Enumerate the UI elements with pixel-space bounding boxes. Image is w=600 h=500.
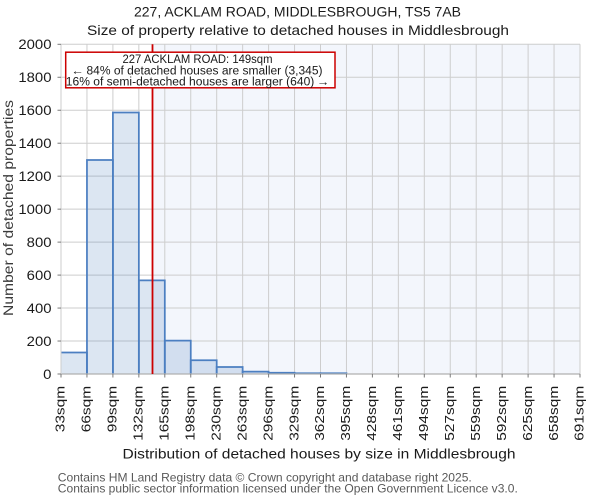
svg-text:Contains HM Land Registry data: Contains HM Land Registry data © Crown c… <box>58 470 472 484</box>
svg-text:395sqm: 395sqm <box>338 386 353 441</box>
svg-text:691sqm: 691sqm <box>572 386 587 441</box>
svg-text:Distribution of detached house: Distribution of detached houses by size … <box>123 446 516 462</box>
svg-text:461sqm: 461sqm <box>390 386 405 441</box>
svg-text:296sqm: 296sqm <box>260 386 275 441</box>
svg-text:1000: 1000 <box>18 202 51 217</box>
svg-text:1600: 1600 <box>18 103 51 118</box>
svg-text:329sqm: 329sqm <box>286 386 301 441</box>
svg-text:198sqm: 198sqm <box>182 386 197 441</box>
svg-text:362sqm: 362sqm <box>312 386 327 441</box>
svg-text:→: → <box>317 74 330 88</box>
svg-text:559sqm: 559sqm <box>468 386 483 441</box>
svg-text:84% of detached houses are sma: 84% of detached houses are smaller (3,34… <box>87 65 323 77</box>
svg-text:527sqm: 527sqm <box>442 386 457 441</box>
svg-text:227 ACKLAM ROAD: 149sqm: 227 ACKLAM ROAD: 149sqm <box>123 54 273 66</box>
svg-text:1200: 1200 <box>18 169 51 184</box>
svg-text:2000: 2000 <box>18 37 51 52</box>
svg-text:230sqm: 230sqm <box>208 386 223 441</box>
svg-text:16% of semi-detached houses ar: 16% of semi-detached houses are larger (… <box>66 76 315 88</box>
svg-text:1800: 1800 <box>18 70 51 85</box>
svg-text:165sqm: 165sqm <box>157 386 172 441</box>
svg-text:99sqm: 99sqm <box>105 386 120 433</box>
svg-text:600: 600 <box>27 268 52 283</box>
svg-text:800: 800 <box>27 235 52 250</box>
svg-text:←: ← <box>71 63 84 77</box>
svg-text:66sqm: 66sqm <box>79 386 94 433</box>
svg-text:Number of detached properties: Number of detached properties <box>1 100 16 316</box>
svg-text:400: 400 <box>27 301 52 316</box>
svg-text:Size of property relative to d: Size of property relative to detached ho… <box>87 22 509 38</box>
svg-text:494sqm: 494sqm <box>416 386 431 441</box>
svg-text:263sqm: 263sqm <box>234 386 249 441</box>
svg-text:428sqm: 428sqm <box>364 386 379 441</box>
svg-text:1400: 1400 <box>18 136 51 151</box>
svg-text:592sqm: 592sqm <box>494 386 509 441</box>
svg-text:0: 0 <box>43 367 51 382</box>
svg-text:33sqm: 33sqm <box>53 386 68 433</box>
svg-text:658sqm: 658sqm <box>546 386 561 441</box>
svg-text:Contains public sector informa: Contains public sector information licen… <box>58 482 518 496</box>
svg-text:200: 200 <box>27 334 52 349</box>
svg-text:227, ACKLAM ROAD, MIDDLESBROUG: 227, ACKLAM ROAD, MIDDLESBROUGH, TS5 7AB <box>134 4 461 20</box>
svg-text:625sqm: 625sqm <box>520 386 535 441</box>
svg-text:132sqm: 132sqm <box>131 386 146 441</box>
